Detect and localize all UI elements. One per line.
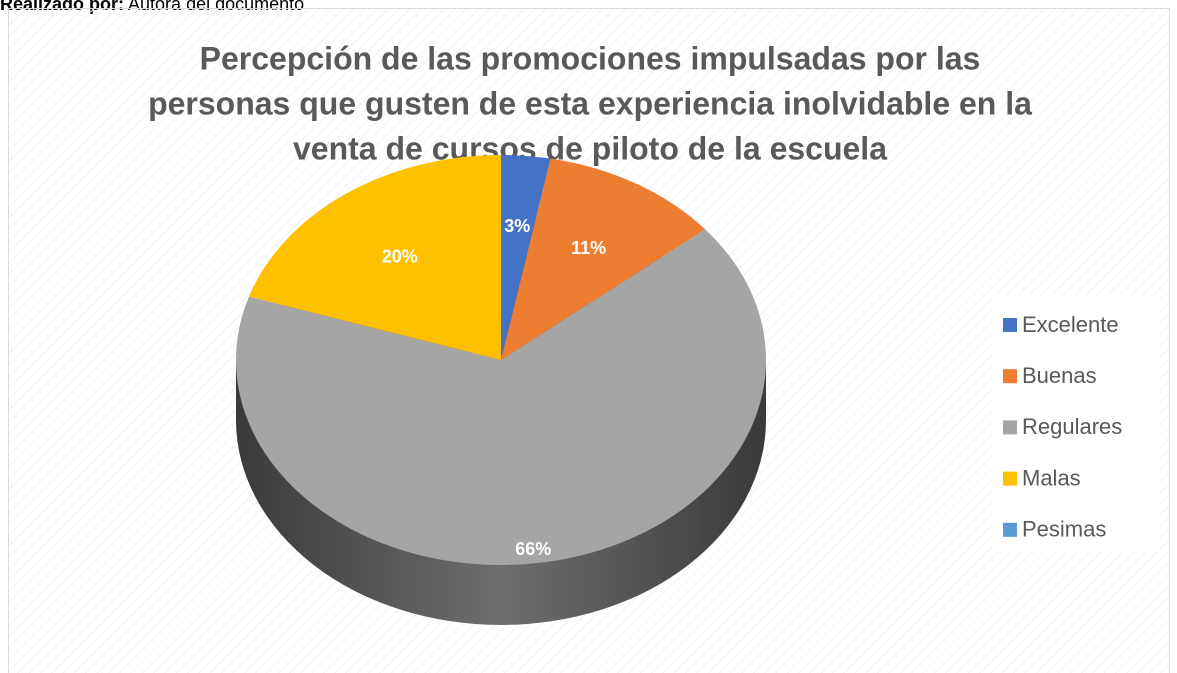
data-label: 66%	[515, 539, 551, 559]
legend-swatch	[1003, 318, 1017, 332]
pie-slice	[235, 229, 766, 566]
legend	[993, 295, 1160, 551]
chart-title: personas que gusten de esta experiencia …	[148, 85, 1032, 121]
chart-title: venta de cursos de piloto de la escuela	[293, 130, 887, 166]
legend-swatch	[1003, 420, 1017, 435]
pie-slice	[501, 155, 551, 360]
data-label: 20%	[382, 247, 418, 267]
legend-swatch	[1003, 522, 1017, 537]
pie-slice	[248, 155, 501, 360]
legend-label: Excelente	[1022, 312, 1119, 337]
legend-swatch	[1003, 471, 1017, 486]
pie-slice	[501, 158, 706, 360]
legend-label: Buenas	[1022, 363, 1097, 388]
chart-title: Percepción de las promociones impulsadas…	[200, 40, 981, 76]
legend-label: Malas	[1022, 465, 1081, 490]
legend-label: Pesimas	[1022, 517, 1106, 542]
data-label: 11%	[571, 238, 606, 258]
data-label: 3%	[504, 216, 530, 236]
legend-swatch	[1003, 369, 1017, 384]
title: Percepción de las promociones impulsadas…	[148, 40, 1032, 166]
legend-label: Regulares	[1022, 414, 1122, 439]
